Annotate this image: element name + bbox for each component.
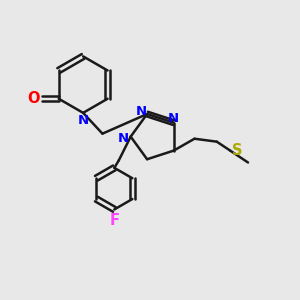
Text: N: N bbox=[136, 104, 147, 118]
Text: O: O bbox=[27, 91, 40, 106]
Text: N: N bbox=[118, 132, 129, 145]
Text: F: F bbox=[109, 213, 119, 228]
Text: S: S bbox=[232, 143, 242, 158]
Text: N: N bbox=[78, 114, 89, 127]
Text: N: N bbox=[168, 112, 179, 125]
